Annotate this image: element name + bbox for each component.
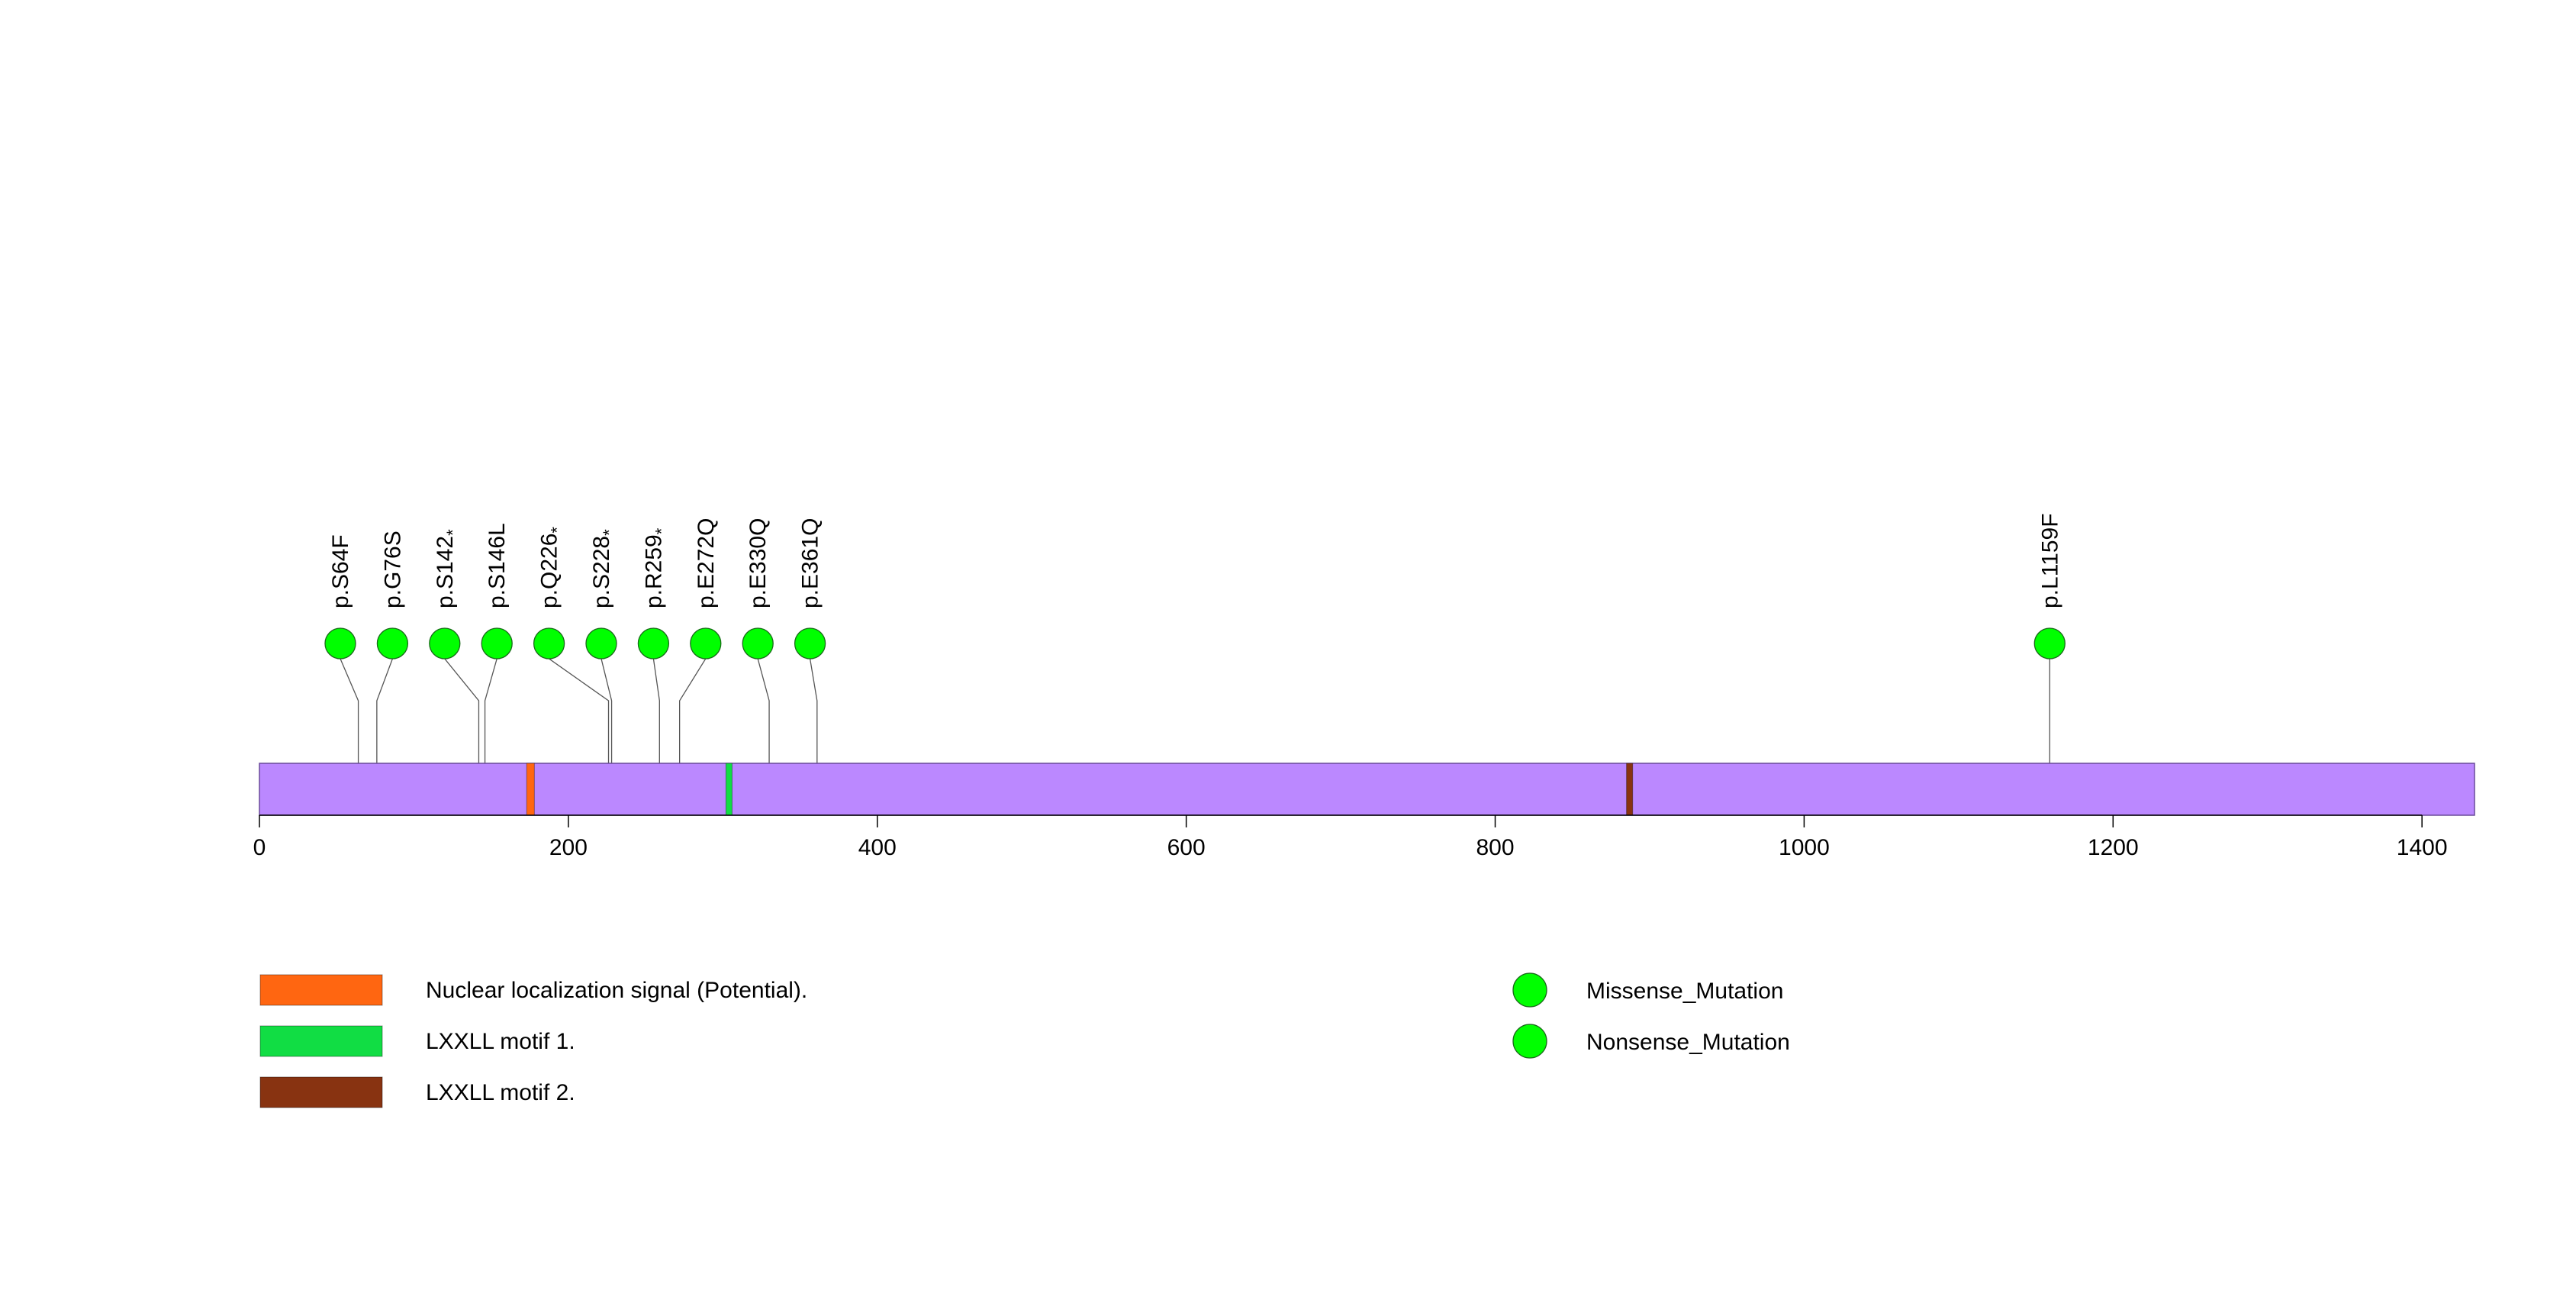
mutation-label: p.S64F (328, 534, 353, 608)
mutation-head-nonsense-mutation[interactable] (637, 627, 670, 660)
mutation-head-nonsense-mutation[interactable] (429, 627, 461, 660)
mutation-label: p.Q226* (537, 527, 567, 608)
mutation-label: p.E272Q (694, 518, 719, 608)
x-tick-label: 1400 (2397, 835, 2448, 860)
x-tick-label: 200 (549, 835, 588, 860)
mutation-head-missense-mutation[interactable] (324, 627, 356, 660)
x-tick-label: 0 (253, 835, 266, 860)
mutation-lollipops: p.S64F p.G76S p.S142* p.S146L p.Q226* p.S228*… (324, 513, 2066, 660)
legend-domain-swatch (259, 1025, 383, 1057)
legend-domain-label: LXXLL motif 1. (426, 1029, 575, 1054)
legend-domain-label: Nuclear localization signal (Potential). (426, 978, 807, 1003)
legend-mutation-label: Missense_Mutation (1586, 979, 1783, 1004)
domain-3 (1626, 763, 1634, 816)
mutation-label: p.G76S (380, 531, 405, 608)
nonsense-star: * (548, 527, 567, 534)
mutation-head-nonsense-mutation[interactable] (533, 627, 565, 660)
legend-mutation-marker (1512, 1024, 1547, 1059)
mutation-label: p.L1159F (2037, 513, 2062, 608)
mutation-head-missense-mutation[interactable] (2033, 627, 2066, 660)
x-tick-label: 600 (1167, 835, 1206, 860)
mutation-label: p.S228* (589, 529, 619, 608)
legend-domains: Nuclear localization signal (Potential).… (259, 974, 807, 1108)
legend-mutation-marker (1512, 972, 1547, 1008)
nonsense-star: * (443, 529, 462, 536)
legend-mutation-types: Missense_Mutation Nonsense_Mutation (1512, 972, 1790, 1059)
mutation-head-nonsense-mutation[interactable] (585, 627, 617, 660)
x-tick-label: 800 (1476, 835, 1514, 860)
mutation-head-missense-mutation[interactable] (690, 627, 722, 660)
domain-2 (725, 763, 733, 816)
mutation-label: p.E330Q (745, 518, 771, 608)
legend-domain-swatch (259, 974, 383, 1006)
legend-domain-label: LXXLL motif 2. (426, 1080, 575, 1105)
x-tick-label: 1000 (1779, 835, 1830, 860)
mutation-head-missense-mutation[interactable] (481, 627, 513, 660)
legend-mutation-label: Nonsense_Mutation (1586, 1030, 1790, 1055)
x-axis: 0 200 400 600 800 1000 1200 1400 (253, 814, 2448, 860)
mutation-head-missense-mutation[interactable] (742, 627, 774, 660)
legend-domain-swatch (259, 1076, 383, 1108)
x-tick-label: 1200 (2088, 835, 2139, 860)
mutation-label: p.R259* (641, 527, 671, 608)
mutation-label: p.E361Q (798, 518, 823, 608)
mutation-label: p.S146L (485, 523, 510, 608)
mutation-head-missense-mutation[interactable] (376, 627, 409, 660)
protein-backbone (259, 763, 2475, 816)
nonsense-star: * (600, 529, 619, 536)
mutation-head-missense-mutation[interactable] (794, 627, 826, 660)
nonsense-star: * (652, 527, 671, 534)
mutation-label: p.S142* (433, 529, 462, 608)
x-tick-label: 400 (858, 835, 897, 860)
domain-1 (526, 763, 535, 816)
